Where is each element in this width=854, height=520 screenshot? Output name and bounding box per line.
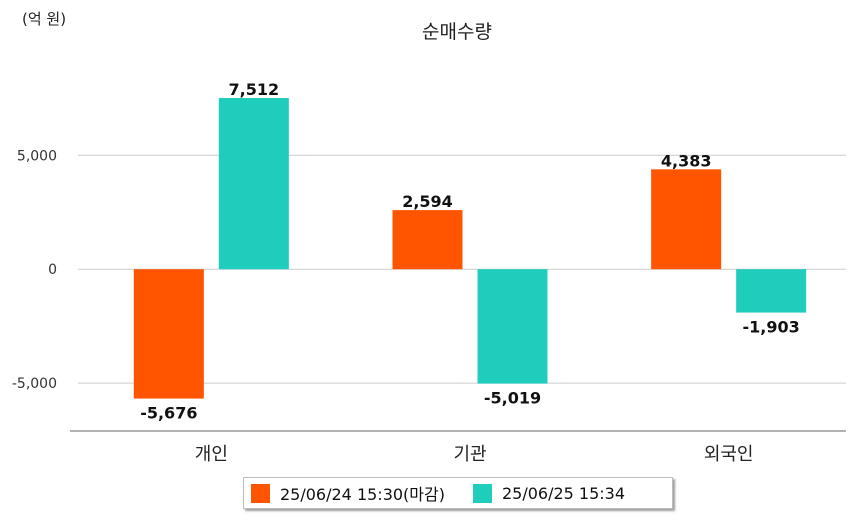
legend-swatch-series-1 bbox=[251, 483, 270, 503]
legend-item-series-1[interactable]: 25/06/24 15:30(마감) bbox=[251, 481, 445, 505]
data-label: -5,019 bbox=[484, 389, 541, 408]
bar-series-1-1[interactable] bbox=[392, 210, 463, 270]
x-tick-label: 외국인 bbox=[704, 444, 754, 465]
legend-label-series-2: 25/06/25 15:34 bbox=[501, 483, 626, 503]
bar-series-1-2[interactable] bbox=[651, 169, 722, 270]
x-tick-label: 기관 bbox=[453, 444, 486, 465]
y-tick-label: 5,000 bbox=[17, 148, 57, 164]
y-tick-label: -5,000 bbox=[12, 376, 57, 392]
data-label: 4,383 bbox=[661, 151, 712, 170]
chart-title: 순매수량 bbox=[422, 21, 492, 43]
y-tick-label: 0 bbox=[48, 262, 57, 278]
unit-label: (억 원) bbox=[22, 10, 66, 28]
bar-series-2-0[interactable] bbox=[218, 98, 289, 270]
bar-series-1-0[interactable] bbox=[133, 269, 204, 399]
data-label: -5,676 bbox=[140, 404, 197, 423]
legend: 25/06/24 15:30(마감) 25/06/25 15:34 bbox=[243, 477, 673, 509]
legend-label-series-1: 25/06/24 15:30(마감) bbox=[280, 485, 445, 504]
x-tick-label: 개인 bbox=[195, 444, 228, 465]
data-label: 7,512 bbox=[229, 80, 280, 99]
bar-series-2-2[interactable] bbox=[736, 269, 807, 313]
legend-swatch-series-2 bbox=[472, 483, 492, 503]
legend-item-series-2[interactable]: 25/06/25 15:34 bbox=[472, 483, 626, 503]
data-label: -1,903 bbox=[743, 318, 800, 337]
data-label: 2,594 bbox=[402, 192, 453, 211]
bar-series-2-1[interactable] bbox=[477, 269, 548, 384]
